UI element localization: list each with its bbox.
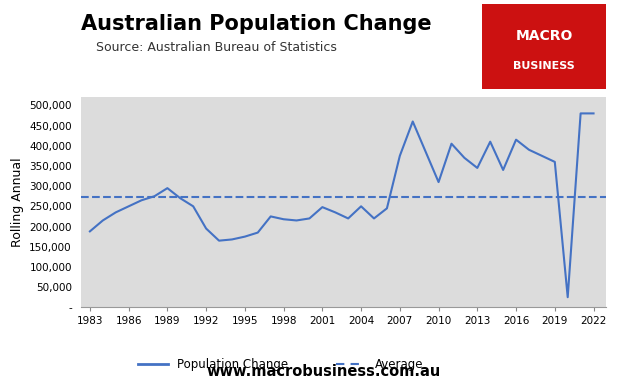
Text: BUSINESS: BUSINESS <box>513 61 575 70</box>
Legend: Population Change, Average: Population Change, Average <box>134 353 428 375</box>
Text: MACRO: MACRO <box>516 30 573 44</box>
Text: Source: Australian Bureau of Statistics: Source: Australian Bureau of Statistics <box>96 41 337 54</box>
Text: Australian Population Change: Australian Population Change <box>81 14 432 33</box>
Y-axis label: Rolling Annual: Rolling Annual <box>11 158 24 247</box>
Text: www.macrobusiness.com.au: www.macrobusiness.com.au <box>207 364 440 379</box>
